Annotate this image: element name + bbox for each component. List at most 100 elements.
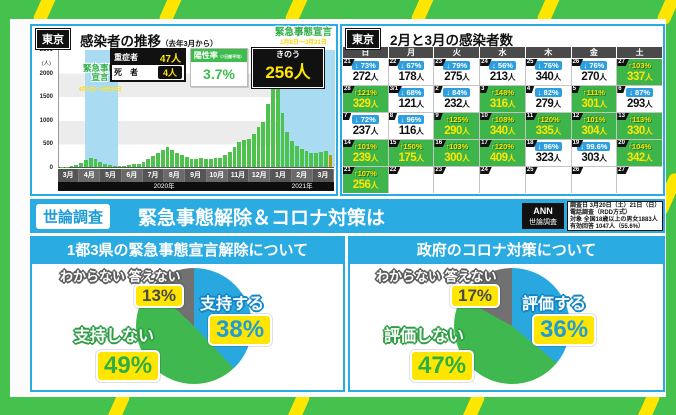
date-badge: 6 (617, 86, 626, 93)
count-unit: 人 (507, 127, 516, 136)
case-count: 340人 (489, 125, 516, 137)
date-badge: 14 (343, 140, 355, 147)
trend-bar (319, 151, 323, 167)
case-count: 290人 (444, 125, 470, 137)
calendar-cell: 23 (434, 167, 480, 193)
count-unit: 人 (461, 100, 470, 109)
month-label: 10月 (206, 169, 228, 182)
calendar-cell: 21 ↑107% 256人 (343, 167, 388, 193)
case-count: 409人 (489, 152, 516, 164)
survey-details-box: 調査日 3月20日（土）21日（日） 電話調査（RDD方式） 対象 全国18歳以上の… (567, 201, 663, 231)
count-unit: 人 (644, 100, 653, 109)
trend-bar (295, 146, 299, 167)
date-badge: 22 (388, 167, 401, 174)
down-arrow-icon: ↓ 76% (534, 61, 562, 70)
calendar-grid: 21 ↓ 73% 272人 22 ↓ 67% 178人 23 ↓ 79% 275人 24 ↓ 56%… (343, 59, 662, 193)
date-badge: 27 (617, 59, 629, 66)
positivity-label: 陽性率 (193, 51, 218, 60)
calendar-cell: 16 ↑103% 300人 (434, 140, 480, 166)
up-arrow-icon: ↑104% (628, 142, 652, 151)
weekly-change: ↓ 73% (343, 61, 388, 71)
trend-bar (242, 140, 247, 167)
date-badge: 26 (571, 59, 584, 66)
down-arrow-icon: ↓ 96% (397, 115, 425, 124)
down-arrow-icon: ↓ 99.6% (577, 142, 611, 151)
approve-label: 評価する (522, 296, 587, 313)
case-count: 335人 (535, 125, 562, 137)
down-arrow-icon: ↓ 73% (351, 61, 379, 70)
count-unit: 人 (644, 154, 653, 163)
calendar-cell: 22 (388, 167, 434, 193)
up-arrow-icon: ↑101% (353, 142, 377, 151)
year-axis: 2020年 2021年 (58, 182, 334, 191)
up-arrow-icon: ↑125% (445, 115, 469, 124)
poll-title-strip: 世論調査 緊急事態解除＆コロナ対策は ANN 世論調査 調査日 3月20日（土）… (30, 199, 665, 233)
up-arrow-icon: ↑150% (399, 142, 423, 151)
trend-bar (160, 150, 165, 167)
trend-bar (299, 149, 304, 167)
y-tick-label: 1000 (39, 117, 53, 124)
calendar-cell: 25 (525, 167, 571, 193)
case-count: 342人 (627, 152, 653, 164)
case-count: 275人 (444, 71, 470, 83)
weekly-change: ↓ 76% (526, 61, 571, 71)
date-badge: 20 (617, 140, 629, 147)
case-count: 270人 (581, 71, 607, 83)
calendar-cell: 25 ↓ 76% 340人 (525, 59, 571, 85)
calendar-cell: 9 ↑125% 290人 (434, 113, 480, 139)
calendar-cell: 22 ↓ 67% 178人 (388, 59, 434, 85)
weekly-change: ↑150% (389, 142, 434, 152)
down-arrow-icon: ↓ 68% (397, 88, 425, 97)
trend-bar (203, 158, 208, 167)
dontknow-value: 13% (134, 284, 185, 308)
month-label: 5月 (100, 169, 122, 182)
case-count: 303人 (581, 152, 607, 164)
y-axis-unit: (人) (41, 61, 51, 67)
month-label: 1月 (270, 169, 292, 182)
right-poll-title: 政府のコロナ対策について (350, 238, 663, 264)
weekday-label: 水 (480, 47, 525, 58)
weekly-change: ↑101% (572, 115, 617, 125)
date-badge: 24 (480, 167, 492, 174)
date-badge: 23 (434, 59, 447, 66)
weekly-change: ↓ 56% (480, 61, 525, 71)
case-count: 256人 (352, 179, 379, 191)
case-count: 304人 (581, 125, 607, 137)
dontknow-label: わからない 答えない (60, 269, 181, 284)
date-badge: 13 (617, 113, 629, 120)
date-badge: 2 (434, 86, 443, 93)
calendar-cell: 24 ↓ 56% 213人 (480, 59, 525, 85)
y-tick-label: 1500 (39, 94, 53, 101)
weekly-change: ↓ 87% (617, 88, 662, 98)
case-count: 178人 (398, 71, 424, 83)
calendar-cell: 27 ↑103% 337人 (617, 59, 662, 85)
month-label: 9月 (185, 169, 207, 182)
date-badge: 26 (571, 167, 584, 174)
year-2021-label: 2021年 (291, 183, 313, 190)
date-badge: 7 (343, 113, 352, 120)
yesterday-value: 256人 (265, 63, 311, 82)
trend-bar (323, 150, 328, 167)
positivity-value: 3.7% (203, 66, 235, 82)
calendar-cell: 14 ↑101% 239人 (343, 140, 388, 166)
trend-bar (208, 159, 213, 167)
case-count: 116人 (398, 125, 424, 137)
dontknow-label: わからない 答えない (376, 269, 497, 284)
weekly-change: ↓ 82% (526, 88, 571, 98)
severe-deaths-box: 重症者 47人 死 者 4人 (110, 48, 186, 82)
trend-bar (69, 166, 74, 167)
count-unit: 人 (553, 127, 561, 136)
date-badge: 25 (525, 167, 538, 174)
trend-bar (280, 112, 285, 167)
trend-bar (146, 159, 151, 167)
up-arrow-icon: ↑120% (491, 142, 514, 151)
month-label: 6月 (121, 169, 143, 182)
month-label: 3月 (312, 169, 335, 182)
case-count: 340人 (535, 71, 562, 83)
month-label: 11月 (227, 169, 250, 182)
count-unit: 人 (415, 127, 424, 136)
count-unit: 人 (553, 154, 561, 163)
weekly-change: ↓ 76% (572, 61, 617, 71)
case-count: 239人 (352, 152, 379, 164)
up-arrow-icon: ↑120% (536, 115, 560, 124)
